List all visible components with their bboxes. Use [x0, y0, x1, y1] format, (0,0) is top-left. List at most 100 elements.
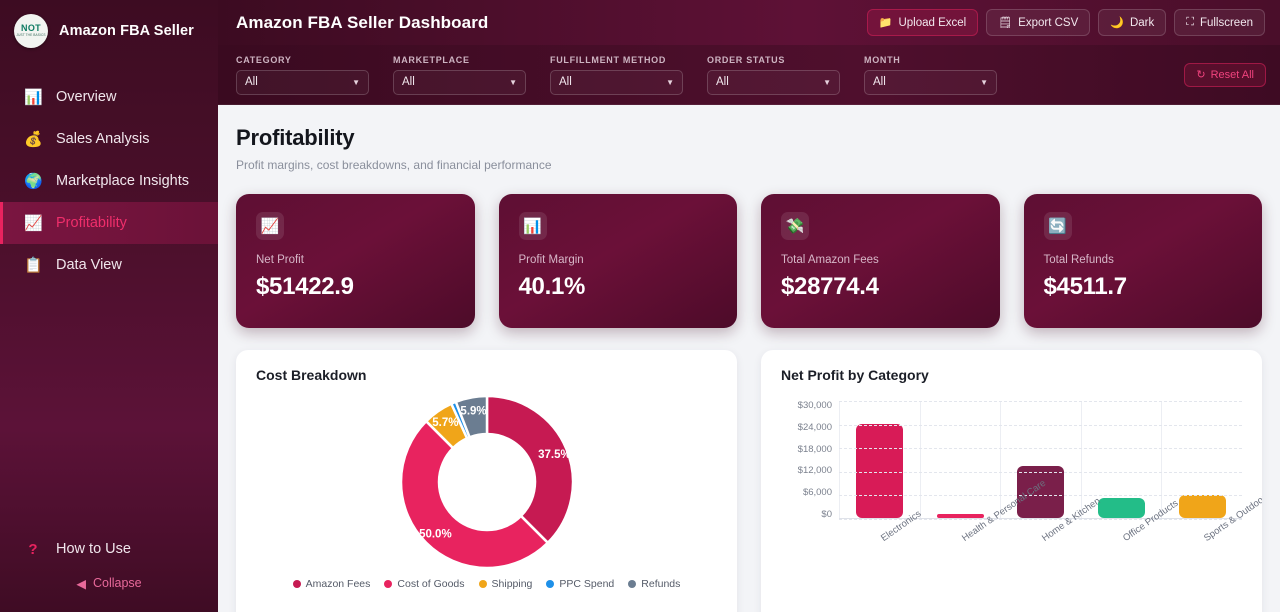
legend-item[interactable]: Cost of Goods	[384, 578, 465, 590]
moon-icon: 🌙	[1110, 17, 1124, 29]
legend-color-dot	[628, 580, 637, 588]
legend-label: Refunds	[641, 578, 681, 590]
sidebar-item-label: Overview	[56, 89, 117, 105]
bar[interactable]	[856, 424, 904, 518]
cost-breakdown-card: Cost Breakdown 37.5% 50.0% 5.7% 5.9% Amazon…	[236, 350, 737, 612]
kpi-label: Total Amazon Fees	[781, 254, 879, 266]
filter-fulfillment-label: FULFILLMENT METHOD	[550, 54, 667, 65]
bar[interactable]	[1017, 466, 1065, 518]
upload-excel-button[interactable]: 📁 Upload Excel	[866, 9, 979, 36]
x-axis-labels: Electronics Health & Personal Care Home & …	[839, 478, 1262, 593]
legend-item[interactable]: Amazon Fees	[292, 578, 371, 590]
sidebar: NOT JUST THE BASICS Amazon FBA Seller 📊 …	[0, 0, 218, 612]
sidebar-footer: ? How to Use ◀ Collapse	[0, 530, 218, 612]
filter-fulfillment-select[interactable]: All ▼	[550, 69, 683, 95]
y-axis-tick: $0	[821, 508, 832, 520]
refresh-arrows-icon: 🔄	[1043, 212, 1072, 240]
kpi-card-total-amazon-fees: 💸 Total Amazon Fees $28774.4	[761, 194, 1000, 328]
legend-item[interactable]: Shipping	[478, 578, 533, 590]
grid-line	[839, 448, 1242, 450]
reset-all-button[interactable]: ↻ Reset All	[1184, 62, 1266, 87]
sidebar-nav: 📊 Overview 💰 Sales Analysis 🌍 Marketplac…	[0, 76, 218, 286]
sidebar-item-data-view[interactable]: 📋 Data View	[0, 244, 218, 286]
dark-mode-label: Dark	[1129, 16, 1155, 29]
sidebar-item-label: Profitability	[56, 215, 127, 231]
filter-order-status: ORDER STATUS All ▼	[707, 55, 840, 95]
header-actions: 📁 Upload Excel 🗒 Export CSV 🌙 Dark ⛶ Ful…	[866, 9, 1265, 36]
grid-line	[839, 401, 1242, 402]
money-with-wings-icon: 💸	[781, 212, 809, 240]
filter-month-label: MONTH	[864, 54, 901, 65]
legend-label: Shipping	[491, 578, 533, 590]
page-subtitle: Profit margins, cost breakdowns, and fin…	[236, 158, 552, 172]
fullscreen-button[interactable]: ⛶ Fullscreen	[1174, 9, 1265, 36]
how-to-use-button[interactable]: ? How to Use	[0, 530, 218, 568]
legend-item[interactable]: PPC Spend	[546, 578, 614, 590]
legend-label: Amazon Fees	[305, 578, 371, 590]
legend-color-dot	[292, 580, 301, 588]
x-label-slot: Health & Personal Care	[920, 478, 1048, 593]
caret-left-icon: ◀	[76, 576, 86, 591]
x-label-slot: Sports & Outdoors	[1161, 490, 1262, 593]
bar[interactable]	[1098, 497, 1146, 518]
legend-label: PPC Spend	[559, 578, 615, 590]
folder-icon: 📁	[878, 17, 893, 29]
page-title: Profitability	[236, 125, 355, 150]
bar-chart-icon: 📊	[518, 212, 547, 240]
sidebar-item-label: Sales Analysis	[56, 131, 150, 147]
kpi-card-total-refunds: 🔄 Total Refunds $4511.7	[1023, 194, 1262, 328]
question-mark-icon: ?	[28, 540, 38, 558]
fullscreen-icon: ⛶	[1186, 16, 1194, 28]
sidebar-item-overview[interactable]: 📊 Overview	[0, 76, 218, 118]
chart-increasing-icon: 📈	[24, 215, 43, 232]
filter-month-select[interactable]: All ▼	[864, 69, 997, 95]
filter-marketplace-select[interactable]: All ▼	[393, 69, 526, 95]
sidebar-item-label: Marketplace Insights	[56, 173, 189, 189]
donut-legend: Amazon Fees Cost of Goods Shipping PPC Spen…	[292, 578, 680, 590]
bar-chart-area[interactable]: $30,000 $24,000 $18,000 $12,000 $6,000 $0	[781, 401, 1242, 531]
grid-line	[839, 495, 1242, 497]
filter-order-status-select[interactable]: All ▼	[707, 69, 840, 95]
donut-slice[interactable]	[399, 419, 550, 568]
kpi-label: Profit Margin	[518, 254, 584, 266]
cost-breakdown-donut-chart[interactable]: 37.5% 50.0% 5.7%5.9%	[362, 390, 612, 568]
bar[interactable]	[1178, 495, 1226, 518]
filter-order-status-value: All	[716, 76, 729, 88]
grid-line	[839, 471, 1242, 473]
bar[interactable]	[936, 514, 984, 518]
chevron-down-icon: ▼	[509, 77, 517, 87]
filter-category-select[interactable]: All ▼	[236, 69, 369, 95]
filter-marketplace-value: All	[402, 76, 415, 88]
top-header: Amazon FBA Seller Dashboard 📁 Upload Exc…	[218, 0, 1280, 45]
donut-slice-label: 37.5%	[538, 449, 571, 461]
collapse-sidebar-button[interactable]: ◀ Collapse	[0, 568, 218, 598]
export-csv-button[interactable]: 🗒 Export CSV	[986, 9, 1091, 36]
legend-item[interactable]: Refunds	[628, 578, 680, 590]
legend-color-dot	[384, 580, 393, 588]
filter-marketplace-label: MARKETPLACE	[393, 54, 470, 65]
donut-slice[interactable]	[453, 394, 488, 439]
sidebar-item-marketplace-insights[interactable]: 🌍 Marketplace Insights	[0, 160, 218, 202]
cost-breakdown-title: Cost Breakdown	[256, 367, 367, 383]
logo-text-bottom: JUST THE BASICS	[16, 33, 46, 37]
bar-slot	[1000, 401, 1081, 518]
how-to-use-label: How to Use	[56, 541, 131, 557]
net-profit-by-category-card: Net Profit by Category $30,000 $24,000 $18…	[761, 350, 1262, 612]
kpi-value: $28774.4	[781, 273, 879, 300]
collapse-label: Collapse	[92, 576, 142, 590]
donut-slice[interactable]	[485, 394, 574, 545]
fullscreen-label: Fullscreen	[1199, 16, 1253, 29]
filter-category-value: All	[245, 76, 258, 88]
content-area: Profitability Profit margins, cost break…	[218, 105, 1280, 612]
sidebar-item-profitability[interactable]: 📈 Profitability	[0, 202, 218, 244]
sidebar-item-sales-analysis[interactable]: 💰 Sales Analysis	[0, 118, 218, 160]
upload-excel-label: Upload Excel	[898, 16, 967, 29]
bars-container	[839, 401, 1242, 518]
charts-row: Cost Breakdown 37.5% 50.0% 5.7% 5.9% Amazon…	[236, 350, 1262, 612]
filter-marketplace: MARKETPLACE All ▼	[393, 55, 526, 95]
dark-mode-toggle[interactable]: 🌙 Dark	[1098, 9, 1167, 36]
refresh-icon: ↻	[1196, 69, 1206, 81]
kpi-value: $51422.9	[256, 273, 354, 300]
kpi-card-net-profit: 📈 Net Profit $51422.9	[236, 194, 475, 328]
